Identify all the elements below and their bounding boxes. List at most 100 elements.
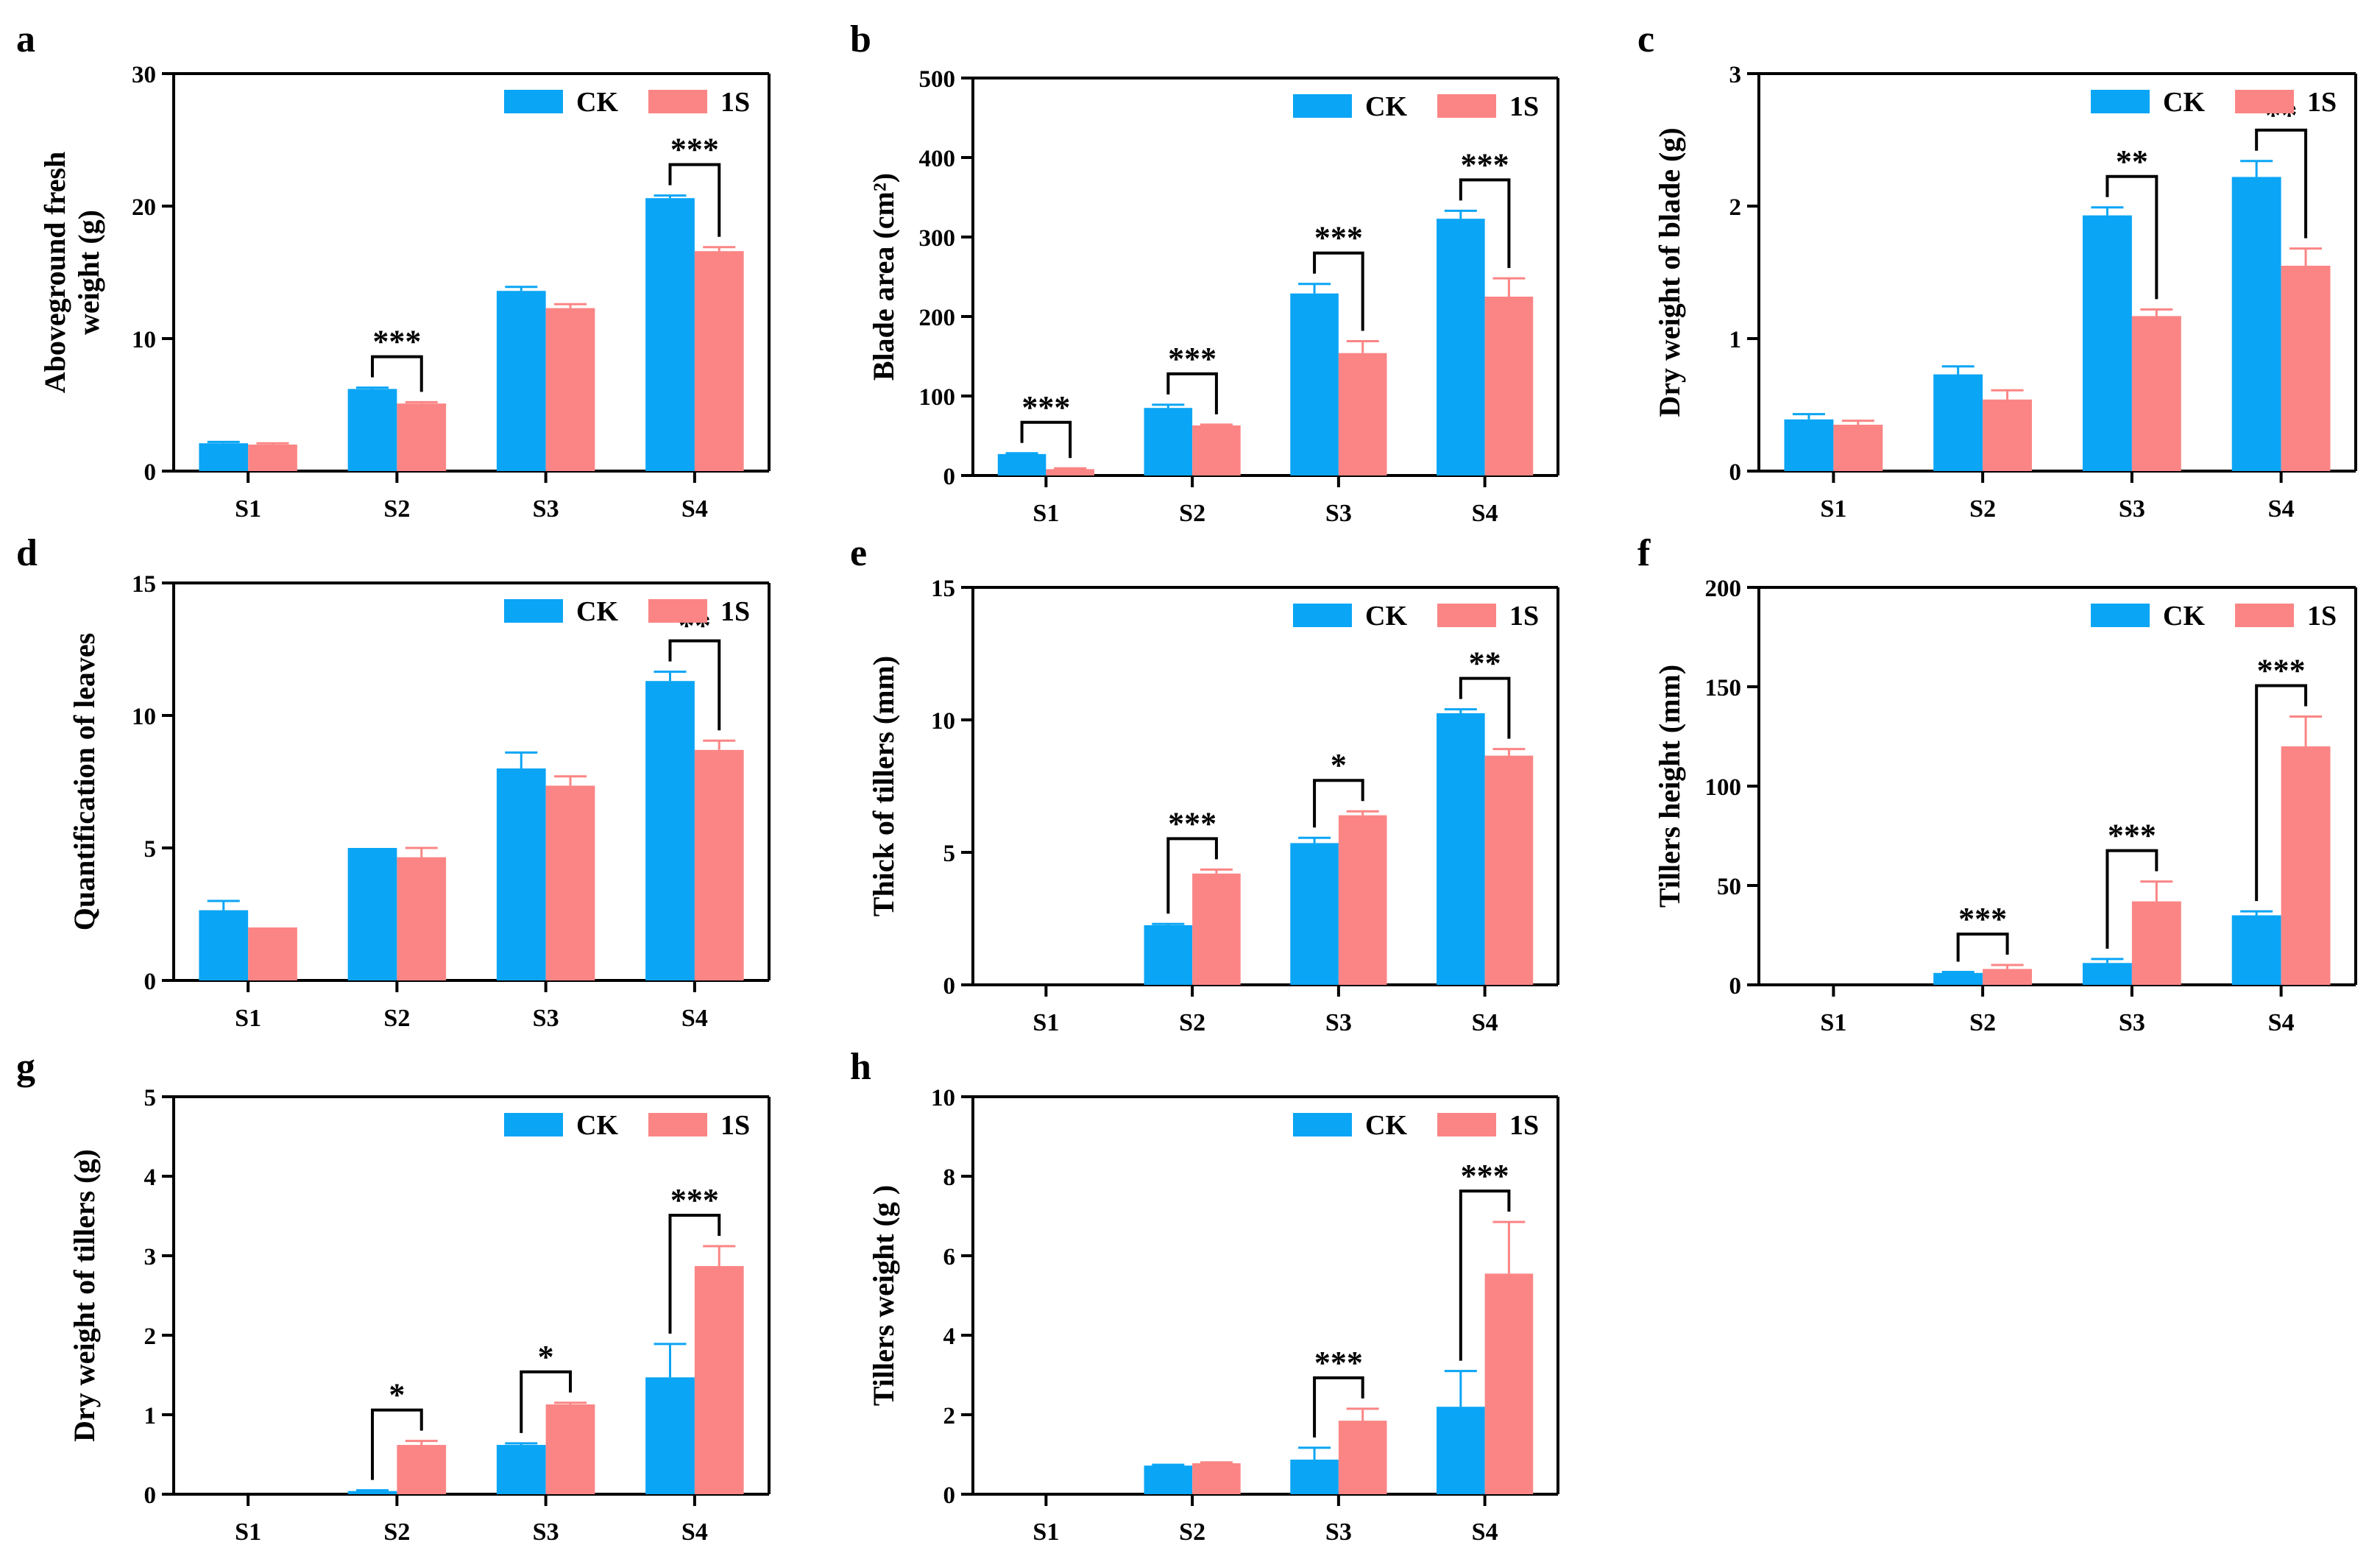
y-tick-label: 2 (943, 1403, 956, 1429)
panel-letter: h (850, 1046, 871, 1088)
y-tick-label: 8 (943, 1164, 956, 1191)
significance-bracket-S3 (2105, 849, 2158, 949)
x-tick-label: S1 (235, 1005, 261, 1032)
bar-1S-S2 (1192, 425, 1241, 475)
x-tick-label: S1 (235, 1519, 261, 1545)
panel-b: b 0 100 200 300 400 500 Blade area (cm²) S1 S2 S3 S… (850, 18, 1559, 527)
x-tick-label: S1 (1033, 500, 1059, 527)
bar-CK-S2 (1933, 972, 1983, 985)
y-tick-label: 10 (132, 327, 156, 353)
x-tick-label: S2 (1179, 1519, 1205, 1545)
bar-1S-S2 (1192, 873, 1241, 985)
y-axis-label: Blade area (cm²) (867, 173, 900, 381)
legend-label-1S: 1S (1509, 91, 1539, 122)
significance-bracket-S3 (1313, 251, 1364, 331)
x-tick-label: S3 (2119, 495, 2145, 523)
legend-label-CK: CK (1365, 601, 1407, 632)
legend-swatch-CK (504, 1113, 563, 1136)
legend-label-CK: CK (576, 1110, 618, 1141)
legend-label-1S: 1S (1509, 601, 1539, 632)
bar-CK-S4 (2231, 177, 2281, 471)
y-axis-label: Thick of tillers (mm) (867, 656, 900, 916)
y-tick-label: 200 (919, 305, 956, 331)
significance-label-S4: *** (670, 1182, 719, 1218)
legend-swatch-CK (1293, 1113, 1352, 1136)
bar-CK-S2 (1933, 374, 1983, 471)
bar-CK-S3 (1290, 1460, 1339, 1494)
significance-label-S4: *** (2257, 653, 2306, 689)
legend-swatch-1S (648, 599, 707, 623)
bar-1S-S1 (248, 927, 297, 980)
y-tick-label: 20 (132, 194, 156, 221)
y-tick-label: 150 (1705, 675, 1742, 701)
legend-swatch-1S (1437, 94, 1496, 118)
bar-CK-S3 (1290, 843, 1339, 985)
bar-CK-S4 (1437, 713, 1485, 985)
y-tick-label: 2 (144, 1323, 157, 1350)
y-tick-label: 0 (1729, 459, 1742, 486)
bar-CK-S3 (2082, 963, 2132, 985)
significance-label-S4: *** (1461, 1158, 1509, 1194)
y-tick-label: 400 (919, 146, 956, 172)
y-tick-label: 50 (1717, 874, 1741, 900)
x-tick-label: S1 (1820, 495, 1846, 523)
significance-bracket-S4 (1459, 178, 1511, 269)
legend-label-CK: CK (2163, 87, 2205, 118)
bar-1S-S2 (397, 403, 447, 471)
panel-letter: d (16, 532, 38, 574)
bar-1S-S1 (1046, 469, 1094, 475)
panel-f: f 0 50 100 150 200 Tillers height (mm) S1 S2 S3 S4… (1637, 532, 2357, 1036)
y-tick-label: 10 (931, 708, 955, 735)
bar-CK-S1 (1784, 419, 1834, 471)
bar-1S-S4 (694, 749, 744, 980)
significance-bracket-S2 (1166, 372, 1218, 414)
bar-1S-S3 (545, 785, 595, 980)
bar-CK-S3 (2082, 215, 2132, 471)
y-axis-label: Tillers height (mm) (1653, 665, 1686, 908)
bar-1S-S1 (248, 445, 297, 471)
legend-label-1S: 1S (720, 596, 750, 627)
panel-g: g 0 1 2 3 4 5 Dry weight of tillers (g) S1 S2 S3 S4… (16, 1046, 771, 1545)
bar-CK-S4 (2231, 915, 2281, 985)
significance-label-S3: *** (1314, 220, 1363, 256)
legend-swatch-1S (2235, 90, 2294, 113)
y-axis-label: Dry weight of blade (g) (1653, 127, 1686, 417)
y-tick-label: 1 (144, 1403, 157, 1429)
significance-label-S2: * (389, 1377, 405, 1413)
x-tick-label: S2 (383, 1519, 410, 1545)
x-tick-label: S4 (2268, 1009, 2295, 1036)
significance-bracket-S4 (1459, 1189, 1511, 1361)
x-tick-label: S3 (2119, 1009, 2145, 1036)
bar-CK-S2 (347, 848, 397, 980)
y-tick-label: 5 (144, 836, 157, 863)
significance-label-S1: *** (1021, 389, 1070, 425)
significance-label-S2: *** (1168, 341, 1216, 377)
x-tick-label: S3 (533, 1005, 559, 1032)
x-tick-label: S2 (383, 1005, 410, 1032)
y-tick-label: 2 (1729, 194, 1742, 221)
significance-bracket-S1 (1020, 420, 1072, 459)
bar-CK-S2 (347, 1491, 397, 1494)
x-tick-label: S1 (1033, 1009, 1059, 1036)
significance-label-S3: * (1331, 747, 1347, 783)
panel-letter: c (1637, 18, 1654, 60)
bar-CK-S4 (1437, 1407, 1485, 1494)
x-tick-label: S4 (2268, 495, 2295, 523)
bar-CK-S2 (1144, 925, 1193, 985)
bar-CK-S2 (1144, 1466, 1193, 1494)
significance-bracket-S2 (371, 1408, 423, 1480)
y-tick-label: 100 (919, 384, 956, 411)
bar-CK-S3 (1290, 293, 1339, 475)
x-tick-label: S1 (1820, 1009, 1846, 1036)
bar-1S-S3 (2131, 901, 2181, 985)
legend-label-1S: 1S (2307, 601, 2337, 632)
legend-swatch-CK (2091, 90, 2150, 113)
legend-label-CK: CK (576, 596, 618, 627)
panel-letter: f (1637, 532, 1651, 574)
legend-label-CK: CK (1365, 91, 1407, 122)
bar-CK-S2 (347, 389, 397, 471)
bar-1S-S3 (2131, 316, 2181, 471)
x-tick-label: S4 (1472, 500, 1498, 527)
